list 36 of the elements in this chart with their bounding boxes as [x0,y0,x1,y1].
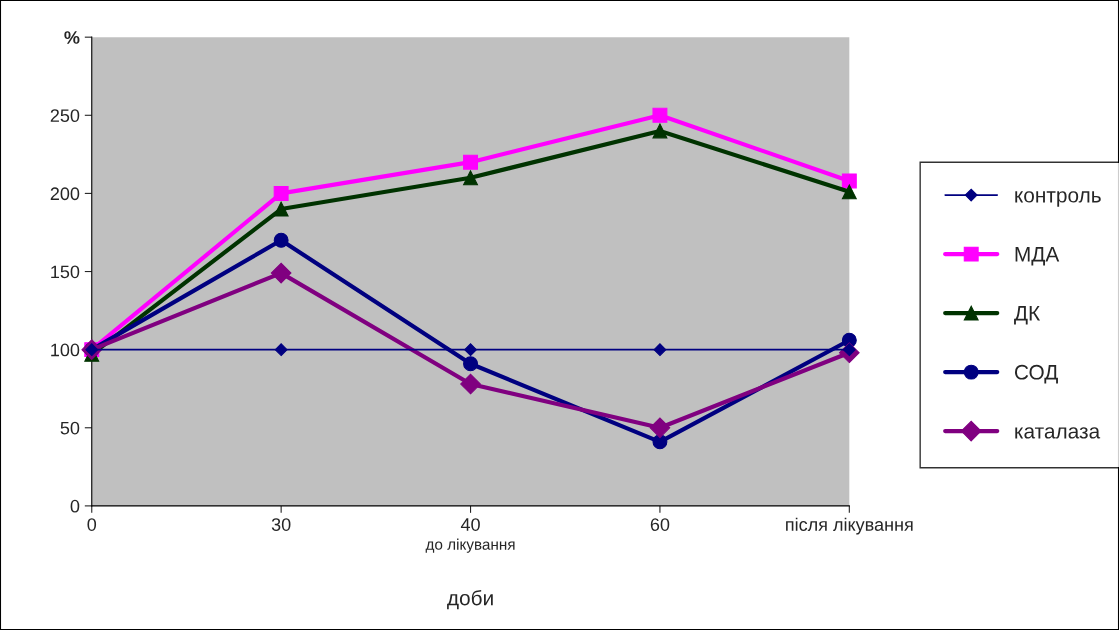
y-tick-label: 50 [60,421,80,435]
x-axis-title: доби [447,589,493,610]
point [653,343,667,357]
y-tick-label: 150 [51,265,80,279]
point [273,185,289,201]
y-tick-label: % [64,31,80,44]
x-tick-label: 60 [650,518,670,531]
text: до лікування [425,538,515,553]
point [652,434,668,450]
point [274,343,288,357]
y-tick-label: 0 [70,499,80,513]
point [273,201,289,217]
y-tick-label: 100 [51,343,80,357]
point [463,154,478,170]
x-tick-label: 0 [87,518,97,531]
x-tick-label: після лікування [786,517,913,535]
point [463,356,478,372]
x-tick-label: 40 [460,518,480,531]
y-tick-label: 250 [50,109,80,123]
legend-label: каталаза [1015,427,1101,439]
x-tick-label: 30 [271,518,291,531]
legend-label: ДК [1014,306,1041,325]
legend-label: МДА [1015,247,1060,266]
point [841,184,857,200]
point [841,173,857,189]
point [270,262,292,284]
point [463,170,478,186]
point [464,343,477,357]
point [273,232,289,248]
point [652,107,668,123]
point [652,123,668,139]
legend-label: контроль [1015,191,1101,207]
point [460,373,481,395]
y-tick-label: 200 [50,187,80,201]
point [649,417,671,439]
legend-label: СОД [1014,364,1058,384]
